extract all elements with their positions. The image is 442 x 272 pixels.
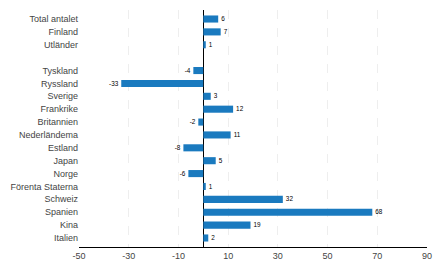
svg-text:-4: -4 — [185, 67, 191, 74]
svg-text:1: 1 — [209, 41, 213, 48]
svg-text:11: 11 — [234, 131, 241, 138]
svg-text:-30: -30 — [122, 251, 135, 261]
svg-text:-2: -2 — [190, 118, 196, 125]
svg-text:10: 10 — [223, 251, 233, 261]
svg-text:-33: -33 — [109, 80, 119, 87]
svg-text:Schweiz: Schweiz — [44, 194, 78, 204]
svg-text:Estland: Estland — [48, 143, 78, 153]
svg-text:Sverige: Sverige — [47, 91, 78, 101]
svg-text:2: 2 — [211, 234, 215, 241]
svg-text:Spanien: Spanien — [45, 207, 78, 217]
svg-text:Förenta Staterna: Förenta Staterna — [10, 182, 78, 192]
svg-text:Finland: Finland — [48, 27, 78, 37]
svg-text:68: 68 — [375, 208, 383, 215]
svg-text:Kina: Kina — [60, 220, 78, 230]
svg-text:-6: -6 — [180, 170, 186, 177]
svg-text:32: 32 — [286, 195, 294, 202]
svg-text:70: 70 — [372, 251, 382, 261]
svg-text:-50: -50 — [72, 251, 85, 261]
svg-text:6: 6 — [221, 15, 225, 22]
svg-text:Total antalet: Total antalet — [29, 14, 78, 24]
svg-text:Frankrike: Frankrike — [40, 104, 78, 114]
svg-text:-10: -10 — [172, 251, 185, 261]
svg-text:Ryssland: Ryssland — [41, 79, 78, 89]
svg-text:90: 90 — [422, 251, 432, 261]
svg-text:Italien: Italien — [54, 233, 78, 243]
svg-text:Norge: Norge — [53, 169, 78, 179]
svg-text:Nederländema: Nederländema — [19, 130, 78, 140]
svg-text:Tyskland: Tyskland — [42, 66, 78, 76]
svg-text:Britannien: Britannien — [37, 117, 78, 127]
svg-text:5: 5 — [219, 157, 223, 164]
svg-text:30: 30 — [273, 251, 283, 261]
svg-text:3: 3 — [214, 92, 218, 99]
svg-text:-8: -8 — [175, 144, 181, 151]
svg-text:1: 1 — [209, 183, 213, 190]
svg-text:Japan: Japan — [53, 156, 78, 166]
svg-text:Utländer: Utländer — [44, 40, 78, 50]
svg-text:19: 19 — [254, 221, 262, 228]
svg-text:12: 12 — [236, 105, 244, 112]
svg-text:7: 7 — [224, 28, 228, 35]
svg-text:50: 50 — [323, 251, 333, 261]
